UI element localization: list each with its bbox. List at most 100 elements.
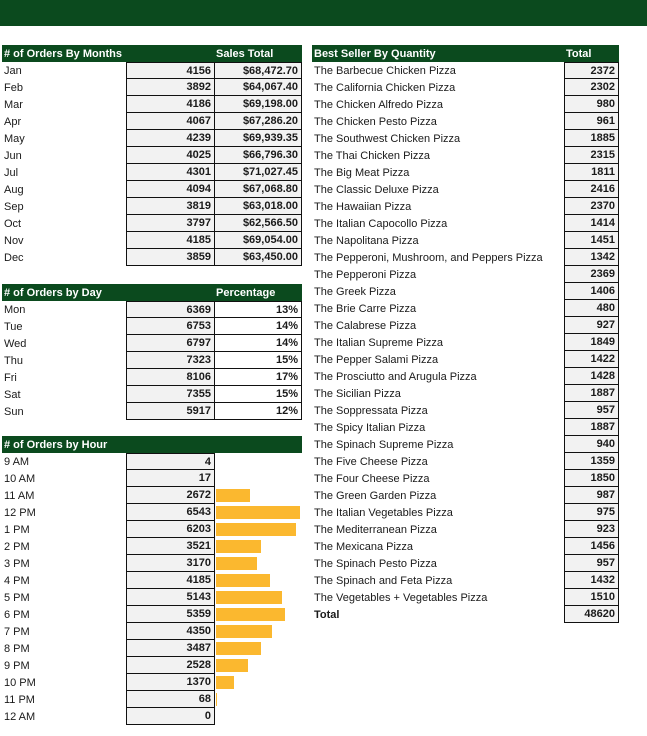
hour-row: 9 PM 2528 <box>2 657 302 674</box>
pizza-total: 1432 <box>564 572 619 589</box>
hour-label: 3 PM <box>4 557 30 570</box>
day-orders: 6369 <box>126 301 215 318</box>
month-sales: $63,450.00 <box>215 249 302 266</box>
pizza-row: The Brie Carre Pizza 480 <box>312 300 619 317</box>
pizza-total: 1885 <box>564 130 619 147</box>
month-label: May <box>4 132 25 145</box>
orders-by-month-table: # of Orders By Months Sales Total Jan 415… <box>2 45 302 266</box>
day-row: Thu 7323 15% <box>2 352 302 369</box>
pizza-total: 957 <box>564 402 619 419</box>
pizza-total: 1414 <box>564 215 619 232</box>
pizza-total: 1359 <box>564 453 619 470</box>
hour-orders: 3521 <box>126 538 215 555</box>
hour-orders: 1370 <box>126 674 215 691</box>
hour-bar-cell <box>215 589 302 606</box>
month-row: Dec 3859 $63,450.00 <box>2 249 302 266</box>
hour-bar-cell <box>215 708 302 725</box>
month-label: Oct <box>4 217 22 230</box>
pizza-row: The Italian Capocollo Pizza 1414 <box>312 215 619 232</box>
hour-row: 5 PM 5143 <box>2 589 302 606</box>
pizza-total: 2372 <box>564 62 619 79</box>
pizza-name: The California Chicken Pizza <box>314 81 456 94</box>
hour-row: 11 AM 2672 <box>2 487 302 504</box>
hour-bar-cell <box>215 657 302 674</box>
pizza-row: The Spinach and Feta Pizza 1432 <box>312 572 619 589</box>
month-row: Feb 3892 $64,067.40 <box>2 79 302 96</box>
hour-bar <box>216 659 248 672</box>
orders-by-month-header: # of Orders By Months Sales Total <box>2 45 302 62</box>
total-header: Total <box>566 47 592 60</box>
pizza-name: The Five Cheese Pizza <box>314 455 428 468</box>
pizza-total: 2315 <box>564 147 619 164</box>
pizza-total: 480 <box>564 300 619 317</box>
pizza-row: The Soppressata Pizza 957 <box>312 402 619 419</box>
pizza-row: The Mediterranean Pizza 923 <box>312 521 619 538</box>
day-label: Tue <box>4 320 23 333</box>
orders-by-day-title: # of Orders by Day <box>4 286 102 299</box>
month-sales: $69,939.35 <box>215 130 302 147</box>
month-row: Nov 4185 $69,054.00 <box>2 232 302 249</box>
pizza-row: The Thai Chicken Pizza 2315 <box>312 147 619 164</box>
month-row: Sep 3819 $63,018.00 <box>2 198 302 215</box>
hour-orders: 68 <box>126 691 215 708</box>
day-row: Sat 7355 15% <box>2 386 302 403</box>
pizza-row: The Four Cheese Pizza 1850 <box>312 470 619 487</box>
hour-bar-cell <box>215 453 302 470</box>
hour-label: 10 PM <box>4 676 36 689</box>
hour-bar <box>216 574 270 587</box>
month-sales: $64,067.40 <box>215 79 302 96</box>
pizza-row: The Hawaiian Pizza 2370 <box>312 198 619 215</box>
pizza-total: 2416 <box>564 181 619 198</box>
pizza-total: 927 <box>564 317 619 334</box>
orders-by-day-table: # of Orders by Day Percentage Mon 6369 13%… <box>2 284 302 420</box>
pizza-total: 961 <box>564 113 619 130</box>
percentage-header: Percentage <box>216 286 276 299</box>
month-orders: 3797 <box>126 215 215 232</box>
best-seller-table: Best Seller By Quantity Total The Barbec… <box>312 45 619 623</box>
pizza-row: The Big Meat Pizza 1811 <box>312 164 619 181</box>
hour-bar <box>216 591 282 604</box>
header-banner <box>0 0 647 26</box>
pizza-row: The Chicken Alfredo Pizza 980 <box>312 96 619 113</box>
hour-row: 9 AM 4 <box>2 453 302 470</box>
day-label: Mon <box>4 303 26 316</box>
month-sales: $63,018.00 <box>215 198 302 215</box>
month-row: Jun 4025 $66,796.30 <box>2 147 302 164</box>
hour-label: 9 AM <box>4 455 30 468</box>
hour-orders: 17 <box>126 470 215 487</box>
month-label: Apr <box>4 115 22 128</box>
pizza-row: The Southwest Chicken Pizza 1885 <box>312 130 619 147</box>
pizza-row: The Italian Supreme Pizza 1849 <box>312 334 619 351</box>
day-orders: 7355 <box>126 386 215 403</box>
hour-bar-cell <box>215 521 302 538</box>
pizza-row: The Pepperoni, Mushroom, and Peppers Piz… <box>312 249 619 266</box>
orders-by-hour-table: # of Orders by Hour 9 AM 4 10 AM 17 11 AM 267… <box>2 436 302 725</box>
hour-orders: 5143 <box>126 589 215 606</box>
orders-by-hour-title: # of Orders by Hour <box>4 438 108 451</box>
day-percentage: 12% <box>215 403 302 420</box>
pizza-total: 2370 <box>564 198 619 215</box>
pizza-total: 1849 <box>564 334 619 351</box>
hour-label: 4 PM <box>4 574 30 587</box>
pizza-total: 1850 <box>564 470 619 487</box>
pizza-row: The Spinach Pesto Pizza 957 <box>312 555 619 572</box>
month-orders: 3819 <box>126 198 215 215</box>
pizza-name: The Barbecue Chicken Pizza <box>314 64 456 77</box>
day-percentage: 15% <box>215 352 302 369</box>
pizza-name: The Soppressata Pizza <box>314 404 428 417</box>
hour-label: 12 AM <box>4 710 36 723</box>
month-row: Apr 4067 $67,286.20 <box>2 113 302 130</box>
month-label: Dec <box>4 251 24 264</box>
pizza-total: 1428 <box>564 368 619 385</box>
pizza-name: The Pepper Salami Pizza <box>314 353 439 366</box>
day-percentage: 14% <box>215 335 302 352</box>
pizza-row: The Prosciutto and Arugula Pizza 1428 <box>312 368 619 385</box>
month-row: Aug 4094 $67,068.80 <box>2 181 302 198</box>
pizza-total: 980 <box>564 96 619 113</box>
pizza-row: The Chicken Pesto Pizza 961 <box>312 113 619 130</box>
pizza-row: The Five Cheese Pizza 1359 <box>312 453 619 470</box>
day-orders: 8106 <box>126 369 215 386</box>
hour-orders: 2528 <box>126 657 215 674</box>
month-label: Sep <box>4 200 24 213</box>
hour-bar <box>216 642 261 655</box>
